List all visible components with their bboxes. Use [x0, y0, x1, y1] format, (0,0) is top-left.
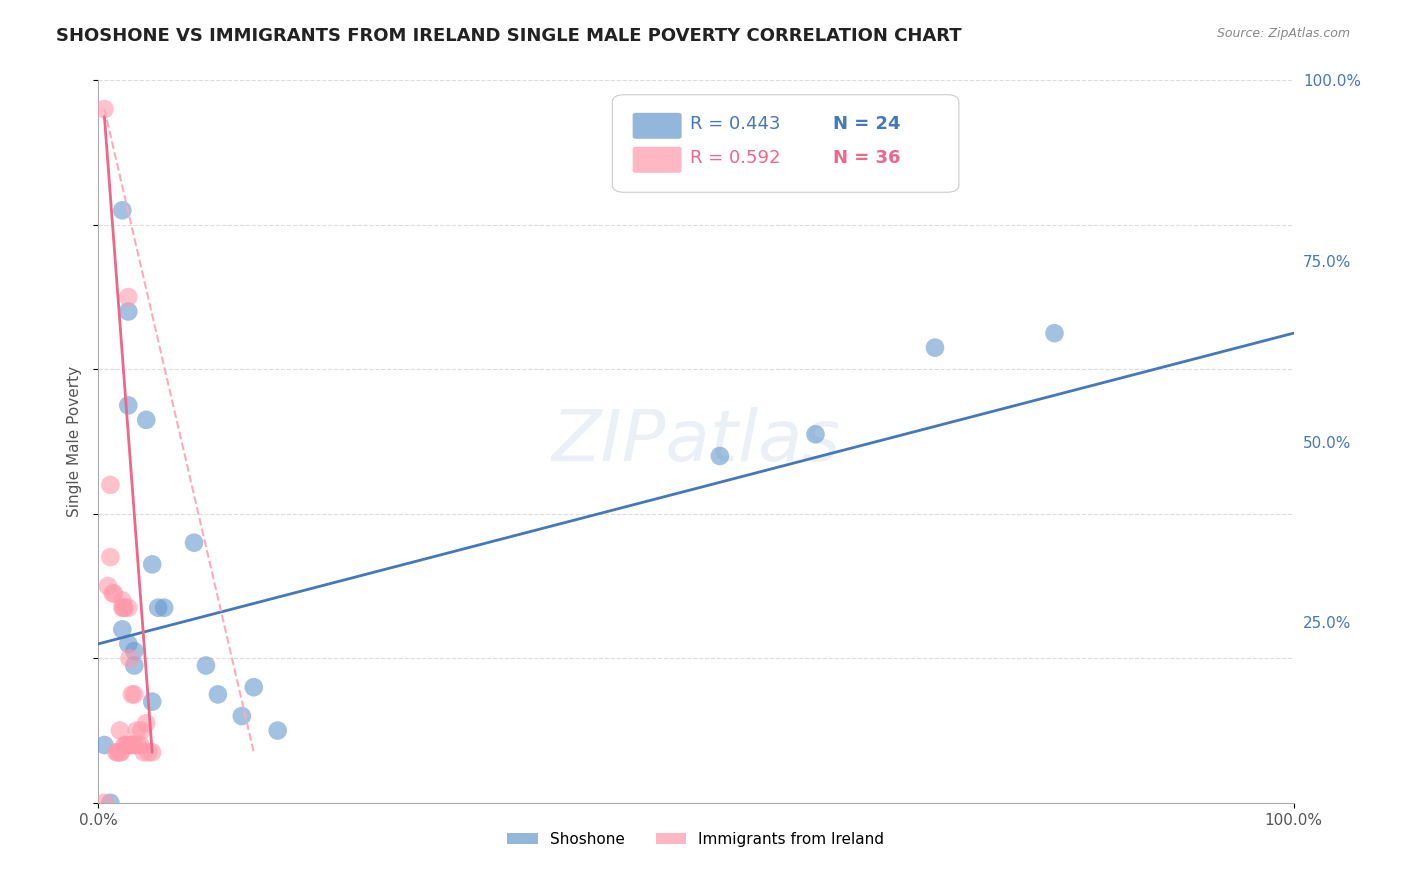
- Point: [110, 745, 132, 759]
- Point: [111, 600, 134, 615]
- Point: [135, 413, 157, 427]
- Point: [709, 449, 731, 463]
- FancyBboxPatch shape: [633, 147, 682, 173]
- Point: [112, 600, 135, 615]
- Point: [117, 290, 139, 304]
- Point: [105, 745, 128, 759]
- Text: N = 36: N = 36: [834, 149, 901, 167]
- Point: [183, 535, 205, 549]
- Point: [114, 738, 136, 752]
- Point: [122, 738, 145, 752]
- Text: N = 24: N = 24: [834, 115, 901, 133]
- Point: [108, 745, 131, 759]
- Text: ZIPatlas: ZIPatlas: [551, 407, 841, 476]
- Point: [111, 593, 134, 607]
- Point: [111, 623, 134, 637]
- Text: R = 0.592: R = 0.592: [690, 149, 780, 167]
- Text: Source: ZipAtlas.com: Source: ZipAtlas.com: [1216, 27, 1350, 40]
- Point: [804, 427, 827, 442]
- Point: [141, 695, 163, 709]
- Point: [243, 680, 266, 694]
- Point: [124, 658, 146, 673]
- Point: [103, 586, 125, 600]
- Point: [108, 723, 131, 738]
- Point: [115, 738, 138, 752]
- Point: [148, 600, 170, 615]
- Point: [115, 738, 138, 752]
- FancyBboxPatch shape: [613, 95, 959, 193]
- Point: [124, 644, 146, 658]
- Point: [125, 723, 148, 738]
- Point: [98, 550, 122, 565]
- Point: [231, 709, 253, 723]
- Text: SHOSHONE VS IMMIGRANTS FROM IRELAND SINGLE MALE POVERTY CORRELATION CHART: SHOSHONE VS IMMIGRANTS FROM IRELAND SING…: [56, 27, 962, 45]
- Point: [153, 600, 176, 615]
- Point: [207, 687, 229, 701]
- Point: [127, 738, 149, 752]
- Point: [93, 796, 115, 810]
- Point: [111, 203, 134, 218]
- Point: [141, 745, 163, 759]
- Point: [129, 738, 152, 752]
- Point: [117, 637, 139, 651]
- Point: [135, 716, 157, 731]
- Point: [124, 738, 146, 752]
- Legend: Shoshone, Immigrants from Ireland: Shoshone, Immigrants from Ireland: [502, 826, 890, 853]
- Point: [141, 558, 163, 572]
- Point: [117, 600, 139, 615]
- Point: [114, 600, 136, 615]
- Point: [924, 341, 946, 355]
- Point: [107, 745, 129, 759]
- Point: [93, 102, 115, 116]
- Point: [124, 687, 146, 701]
- Point: [1043, 326, 1066, 340]
- Point: [97, 579, 120, 593]
- Point: [118, 738, 141, 752]
- Text: R = 0.443: R = 0.443: [690, 115, 780, 133]
- Point: [132, 745, 155, 759]
- Y-axis label: Single Male Poverty: Single Male Poverty: [67, 366, 83, 517]
- Point: [267, 723, 290, 738]
- Point: [117, 304, 139, 318]
- Point: [93, 738, 115, 752]
- Point: [98, 478, 122, 492]
- Point: [98, 796, 122, 810]
- Point: [138, 745, 160, 759]
- Point: [101, 586, 124, 600]
- Point: [118, 651, 141, 665]
- FancyBboxPatch shape: [633, 112, 682, 139]
- Point: [120, 738, 142, 752]
- Point: [131, 723, 153, 738]
- Point: [121, 687, 143, 701]
- Point: [117, 398, 139, 412]
- Point: [195, 658, 218, 673]
